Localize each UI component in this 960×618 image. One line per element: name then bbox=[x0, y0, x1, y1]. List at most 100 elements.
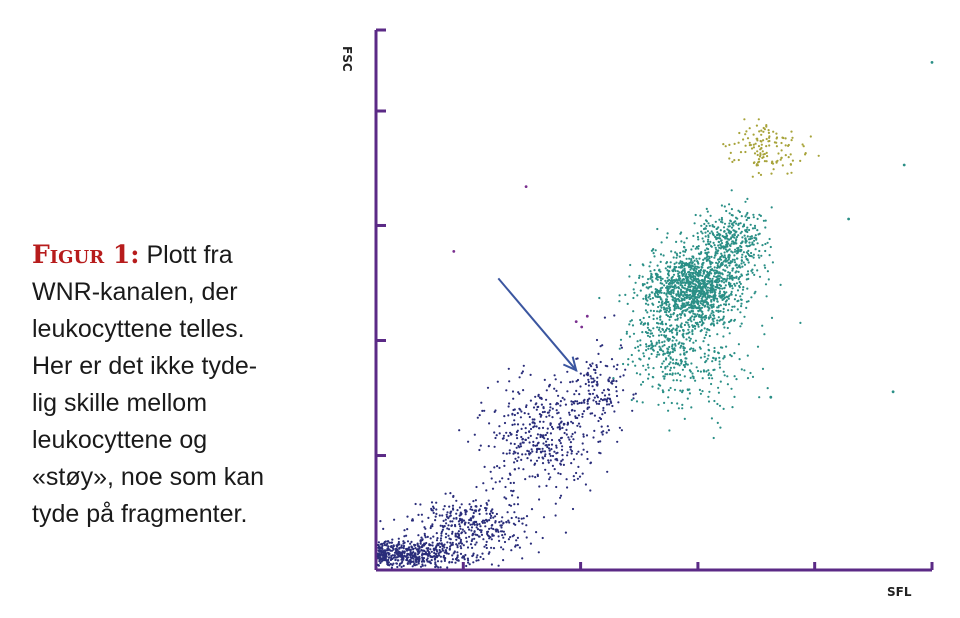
data-point bbox=[441, 528, 444, 531]
data-point bbox=[643, 355, 646, 358]
data-point bbox=[458, 537, 461, 540]
data-point bbox=[697, 247, 700, 250]
data-point bbox=[378, 560, 381, 563]
data-point bbox=[733, 229, 736, 232]
data-point bbox=[705, 370, 708, 373]
data-point bbox=[631, 360, 634, 363]
data-point bbox=[902, 163, 906, 167]
data-point bbox=[531, 421, 535, 424]
data-point bbox=[536, 442, 540, 445]
data-point bbox=[707, 238, 710, 241]
data-point bbox=[738, 210, 742, 214]
data-point bbox=[411, 552, 414, 555]
data-point bbox=[651, 302, 654, 305]
data-point bbox=[722, 407, 725, 410]
data-point bbox=[475, 485, 478, 489]
data-point bbox=[566, 451, 569, 454]
data-point bbox=[502, 437, 505, 440]
data-point bbox=[382, 542, 385, 545]
data-point bbox=[533, 418, 536, 421]
data-point bbox=[592, 377, 595, 380]
data-point bbox=[582, 448, 585, 451]
data-point bbox=[723, 355, 726, 358]
data-point bbox=[680, 342, 684, 345]
data-point bbox=[730, 236, 733, 239]
data-point bbox=[709, 240, 712, 243]
data-point bbox=[699, 370, 703, 373]
data-point bbox=[575, 471, 578, 475]
data-point bbox=[513, 419, 516, 422]
data-point bbox=[538, 427, 541, 430]
data-point bbox=[504, 485, 507, 489]
data-point bbox=[558, 425, 561, 428]
x-axis-label: SFL bbox=[887, 585, 912, 599]
data-point bbox=[685, 332, 688, 335]
data-point bbox=[619, 375, 622, 378]
data-point bbox=[602, 430, 605, 433]
data-point bbox=[589, 489, 592, 492]
data-point bbox=[522, 517, 525, 520]
data-point bbox=[477, 559, 480, 562]
data-point bbox=[400, 565, 403, 569]
data-point bbox=[599, 360, 602, 364]
data-point bbox=[500, 524, 503, 527]
data-point bbox=[668, 330, 671, 333]
data-point bbox=[485, 543, 488, 547]
data-point bbox=[707, 242, 710, 246]
data-point bbox=[543, 437, 546, 440]
data-point bbox=[583, 398, 586, 401]
data-point bbox=[660, 304, 664, 307]
data-point bbox=[473, 433, 476, 436]
data-point bbox=[741, 253, 744, 256]
data-point bbox=[752, 133, 755, 136]
data-point bbox=[710, 289, 714, 292]
data-point bbox=[657, 387, 660, 390]
data-point bbox=[476, 534, 479, 537]
data-point bbox=[682, 273, 685, 276]
data-point bbox=[512, 397, 515, 400]
data-point bbox=[712, 314, 715, 317]
data-point bbox=[455, 499, 458, 502]
data-point bbox=[639, 289, 642, 292]
data-point bbox=[652, 349, 655, 352]
data-point bbox=[466, 557, 469, 560]
data-point bbox=[738, 284, 741, 288]
data-point bbox=[379, 546, 382, 550]
data-point bbox=[730, 309, 733, 312]
data-point bbox=[550, 438, 554, 442]
data-point bbox=[653, 269, 656, 272]
data-point bbox=[564, 403, 568, 406]
data-point bbox=[734, 248, 737, 251]
data-point bbox=[471, 554, 474, 558]
data-point bbox=[681, 391, 684, 394]
data-point bbox=[672, 313, 675, 316]
data-point bbox=[431, 544, 434, 547]
data-point bbox=[494, 409, 497, 412]
data-point bbox=[384, 554, 388, 557]
data-point bbox=[725, 291, 728, 294]
data-point bbox=[766, 155, 769, 158]
data-point bbox=[598, 451, 601, 454]
data-point bbox=[667, 389, 671, 392]
data-point bbox=[520, 372, 523, 375]
data-point bbox=[675, 298, 678, 301]
data-point bbox=[543, 378, 546, 381]
data-point bbox=[733, 352, 736, 355]
data-point bbox=[480, 401, 483, 404]
data-point bbox=[599, 345, 602, 348]
data-point bbox=[587, 380, 590, 384]
data-point bbox=[429, 548, 432, 551]
data-point bbox=[403, 554, 406, 558]
data-point bbox=[733, 159, 736, 162]
data-point bbox=[764, 249, 767, 253]
data-point bbox=[527, 412, 530, 415]
data-point bbox=[719, 304, 722, 307]
data-point bbox=[682, 342, 685, 345]
data-point bbox=[447, 528, 451, 531]
data-point bbox=[426, 557, 429, 560]
data-point bbox=[557, 411, 560, 414]
data-point bbox=[611, 404, 614, 408]
data-point bbox=[402, 542, 405, 545]
data-point bbox=[574, 416, 577, 419]
data-point bbox=[750, 235, 754, 238]
